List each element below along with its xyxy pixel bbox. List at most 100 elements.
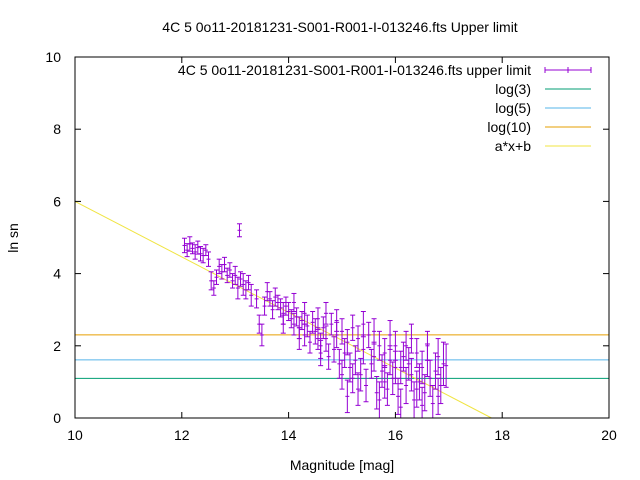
data-point [291, 312, 297, 336]
x-tick-label: 20 [601, 427, 617, 443]
data-point [363, 368, 369, 403]
x-axis-label: Magnitude [mag] [290, 457, 394, 473]
data-point [352, 345, 358, 376]
data-point [299, 311, 305, 331]
data-point [368, 348, 374, 379]
data-point [211, 280, 217, 296]
data-point [318, 339, 324, 367]
data-point [291, 292, 297, 313]
data-point [224, 267, 230, 284]
data-point [355, 372, 361, 406]
data-point [379, 354, 385, 388]
legend-label-log3: log(3) [495, 81, 531, 97]
data-point [355, 325, 361, 352]
data-point [304, 314, 310, 338]
y-tick-label: 6 [53, 193, 61, 209]
y-tick-label: 4 [53, 266, 61, 282]
data-point [275, 294, 281, 311]
data-point [392, 350, 398, 385]
data-point [235, 276, 241, 300]
data-point [195, 240, 201, 255]
data-point [382, 365, 388, 399]
data-point [270, 300, 276, 320]
data-point [294, 307, 300, 327]
data-point [400, 341, 406, 372]
data-point [326, 343, 332, 370]
data-point [360, 311, 366, 338]
data-point [411, 381, 417, 419]
data-point [443, 343, 449, 388]
data-point [430, 385, 436, 419]
y-axis-label: ln sn [5, 223, 21, 253]
data-point [214, 269, 220, 285]
legend: 4C 5 0o11-20181231-S001-R001-I-013246.ft… [178, 62, 592, 154]
data-point [387, 320, 393, 350]
x-tick-label: 10 [67, 427, 83, 443]
data-point [339, 318, 345, 345]
data-point [315, 327, 321, 350]
data-point [323, 301, 329, 325]
x-tick-label: 16 [388, 427, 404, 443]
data-point [384, 372, 390, 406]
data-point [288, 309, 294, 329]
y-tick-label: 10 [45, 49, 61, 65]
data-point [216, 258, 222, 275]
data-point [254, 289, 260, 309]
data-point [323, 325, 329, 352]
data-point [414, 370, 420, 408]
data-point [283, 296, 289, 316]
data-point [435, 338, 441, 376]
data-point [200, 247, 206, 264]
legend-label-points: 4C 5 0o11-20181231-S001-R001-I-013246.ft… [178, 62, 531, 78]
legend-swatch-points [544, 67, 592, 73]
data-point [320, 316, 326, 340]
data-point [232, 265, 238, 285]
data-point [262, 296, 268, 316]
axis-ticks: 10 12 14 16 18 20 0 2 4 6 8 10 [45, 49, 617, 443]
legend-label-log10: log(10) [487, 119, 531, 135]
y-tick-label: 2 [53, 338, 61, 354]
data-point [419, 350, 425, 385]
data-point [347, 352, 353, 383]
data-point [203, 244, 209, 257]
data-point [435, 377, 441, 415]
data-point [246, 274, 252, 291]
data-point [358, 357, 364, 392]
data-point [342, 338, 348, 368]
data-point [408, 357, 414, 392]
data-point [302, 301, 308, 325]
data-point [390, 361, 396, 396]
data-point [339, 359, 345, 390]
data-point [227, 262, 233, 278]
data-point [374, 375, 380, 410]
data-point [344, 379, 350, 414]
data-point [350, 314, 356, 341]
legend-label-log5: log(5) [495, 100, 531, 116]
data-point [286, 301, 292, 322]
data-point [328, 312, 334, 336]
data-point [192, 244, 198, 260]
data-point [440, 341, 446, 387]
data-point [336, 348, 342, 379]
data-point [344, 329, 350, 356]
data-point [272, 287, 278, 307]
data-point [243, 280, 249, 300]
data-point [259, 323, 265, 347]
data-point [419, 386, 425, 419]
plot-frame [74, 56, 610, 419]
data-point [371, 318, 377, 345]
legend-label-fit: a*x+b [495, 138, 531, 154]
data-point [416, 363, 422, 401]
data-point [181, 237, 187, 254]
data-point [432, 352, 438, 390]
data-point [238, 271, 244, 287]
x-tick-label: 14 [281, 427, 297, 443]
data-point [236, 223, 242, 238]
y-tick-label: 0 [53, 410, 61, 426]
x-tick-label: 12 [174, 427, 190, 443]
x-tick-label: 18 [494, 427, 510, 443]
data-point [307, 330, 313, 354]
data-point [387, 345, 393, 376]
data-point [278, 298, 284, 318]
